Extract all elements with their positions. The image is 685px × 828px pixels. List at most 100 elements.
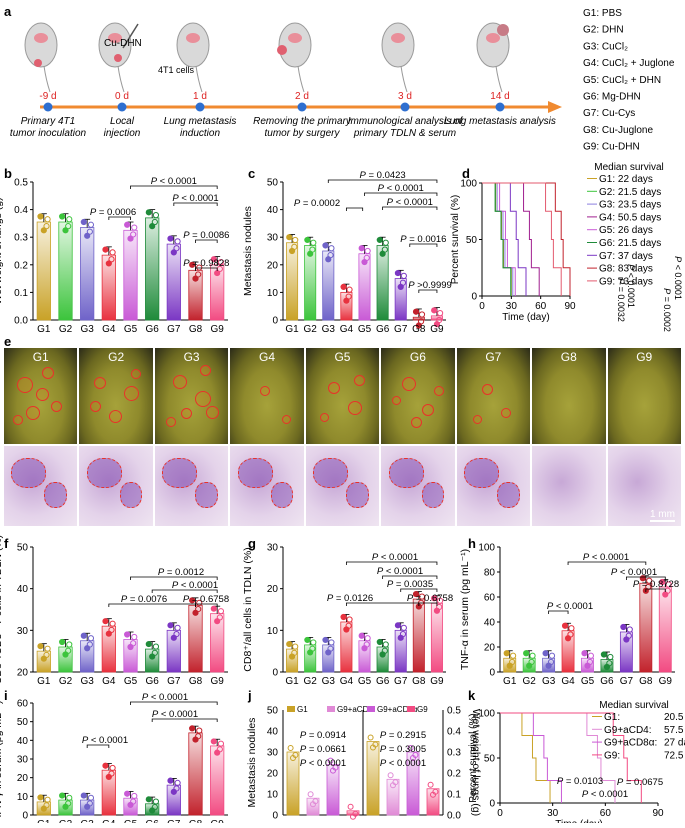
legend-entry: G1: [604,712,620,723]
y-tick-label: 30 [267,543,279,554]
x-tick-label: G9 [659,676,673,687]
scale-bar: 1 mm [649,509,675,522]
data-point [328,245,335,252]
lung-histology-G9: 1 mm [607,446,681,526]
lung-histology-G8 [532,446,606,526]
data-point [397,634,404,641]
data-point [379,250,386,257]
data-point [310,239,317,246]
metastasis-nodule-outline [36,388,50,402]
significance-bracket [645,588,666,592]
mouse-body [98,22,132,68]
bar-G5 [123,229,138,321]
x-tick-label: G8 [189,819,203,823]
p-value-label: P = 0.0076 [121,594,167,605]
mouse-lung [486,33,500,43]
x-tick-label: G3 [80,819,94,823]
data-point [66,216,73,223]
p-italic: P [327,593,334,604]
y-tick-label: 0.0 [14,316,28,327]
p-rest: = 0.0032 [616,284,626,322]
data-point [325,256,332,263]
p-italic: P [294,198,301,209]
p-rest: < 0.0001 [306,758,346,769]
data-point [214,269,221,277]
bar-chart-c: 0 10 20 30 40 50 Metastasis nodules G1 G2 G3 G4 G5 G… [242,170,452,335]
data-point [394,622,402,629]
timeline-event: injection [104,128,141,139]
p-italic: P [583,552,590,563]
p-rest: < 0.0001 [386,758,426,769]
legend-swatch [327,706,335,712]
x-tick-label: G9 [430,676,444,687]
p-value-label: P < 0.0001 [377,566,423,577]
lung-photo-G8: G8 [532,348,606,444]
group-definition: G8: Cu-Juglone [583,125,653,136]
lung-histology-G2 [79,446,153,526]
bar-G8 [188,732,203,816]
significance-bracket [195,603,218,607]
x-tick-label: G8 [189,676,203,687]
x-axis-label: Time (day) [502,312,549,323]
legend-entry: G9 [417,705,428,714]
metastasis-nodule-outline [500,407,511,418]
timeline-day: 2 d [295,91,309,102]
timeline-event: Immunological analysis of [348,116,464,127]
bar [286,751,300,816]
significance-bracket [173,202,218,206]
legend-entry: G9+aCD8α: [604,738,657,749]
legend-entry: G7: 37 days [599,251,653,262]
significance-bracket [409,243,438,247]
y-axis-label: Percent survival (%) [468,713,479,802]
p-rest: = 0.6758 [189,594,229,605]
metastasis-nodule-outline [401,376,416,391]
p-italic: P [616,278,626,284]
p-italic: P [377,566,384,577]
data-point [292,236,299,244]
p-value-label: P = 0.0016 [400,234,446,245]
mouse-tail [297,65,305,93]
data-point [603,663,611,671]
p-italic: P [183,258,190,269]
panel-letter-j: j [247,688,252,703]
data-point [87,635,95,642]
y-tick-label: 10 [267,790,279,801]
y-tick-label: 50 [17,543,29,554]
p-rest: >0.9999 [415,280,452,291]
x-tick-label: 90 [652,808,664,819]
data-point [170,249,177,256]
timeline-day: -9 d [39,91,56,102]
data-point [40,655,47,662]
data-point [584,662,591,669]
x-tick-label: G3 [542,676,556,687]
y-tick-label: 10 [267,288,279,299]
group-definition: G1: PBS [583,8,622,19]
significance-bracket [130,185,218,189]
significance-bracket [327,179,438,183]
bar-G9 [210,745,225,816]
legend-entry: G4: 50.5 days [599,212,661,223]
metastasis-nodule-outline [17,376,34,393]
legend-value: 20.5 days [664,712,685,723]
y-tick-label: 0 [272,316,278,327]
data-point [87,221,95,228]
data-point [436,310,444,317]
data-point [503,650,510,657]
y-axis-label: Metastasis nodules [246,718,258,808]
data-point [290,755,296,761]
x-tick-label: G4 [102,676,116,687]
x-tick-label: G5 [124,819,138,823]
p-rest: < 0.0001 [589,552,629,563]
significance-bracket [151,589,218,593]
data-point [564,635,572,642]
survival-curve-3 [500,712,642,803]
data-point [105,630,112,637]
x-tick-label: G1 [37,324,51,335]
p-value-label: P = 0.0002 [294,198,340,209]
y-tick-label: 60 [17,699,29,710]
timeline-marker [400,102,410,112]
data-point [127,801,134,809]
p-italic: P [611,567,618,578]
bar [386,778,400,816]
timeline-event: tumor inoculation [10,128,87,139]
